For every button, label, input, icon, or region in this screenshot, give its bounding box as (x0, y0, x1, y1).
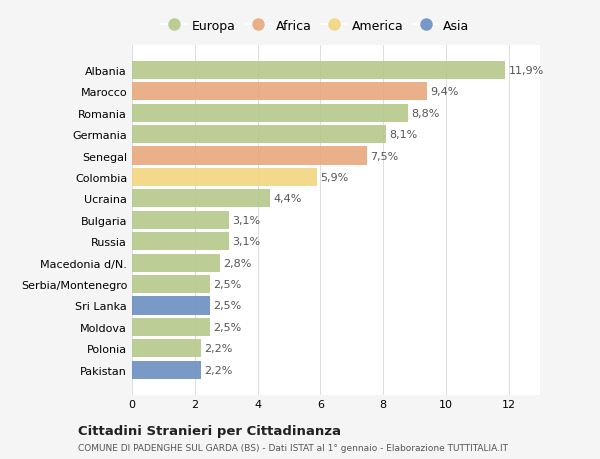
Text: 4,4%: 4,4% (273, 194, 302, 204)
Legend: Europa, Africa, America, Asia: Europa, Africa, America, Asia (159, 17, 472, 35)
Text: 2,8%: 2,8% (223, 258, 251, 268)
Bar (132, 126, 386, 144)
Bar (132, 105, 408, 123)
Text: 11,9%: 11,9% (509, 66, 544, 76)
Bar (132, 318, 211, 336)
Text: 2,5%: 2,5% (214, 322, 242, 332)
Bar (132, 83, 427, 101)
Text: Cittadini Stranieri per Cittadinanza: Cittadini Stranieri per Cittadinanza (78, 425, 341, 437)
Text: 3,1%: 3,1% (232, 215, 260, 225)
Text: 5,9%: 5,9% (320, 173, 349, 183)
Text: 3,1%: 3,1% (232, 237, 260, 246)
Bar (132, 168, 317, 187)
Bar (132, 233, 229, 251)
Bar (132, 62, 505, 80)
Text: 7,5%: 7,5% (371, 151, 399, 161)
Text: 8,1%: 8,1% (389, 130, 418, 140)
Bar (132, 361, 201, 379)
Text: 2,5%: 2,5% (214, 280, 242, 289)
Text: 2,5%: 2,5% (214, 301, 242, 311)
Bar (132, 147, 367, 165)
Bar (132, 190, 270, 208)
Text: 2,2%: 2,2% (204, 343, 233, 353)
Text: 8,8%: 8,8% (412, 109, 440, 118)
Text: 2,2%: 2,2% (204, 365, 233, 375)
Bar (132, 254, 220, 272)
Text: COMUNE DI PADENGHE SUL GARDA (BS) - Dati ISTAT al 1° gennaio - Elaborazione TUTT: COMUNE DI PADENGHE SUL GARDA (BS) - Dati… (78, 443, 508, 452)
Bar (132, 275, 211, 293)
Bar (132, 339, 201, 358)
Text: 9,4%: 9,4% (430, 87, 458, 97)
Bar (132, 297, 211, 315)
Bar (132, 211, 229, 230)
